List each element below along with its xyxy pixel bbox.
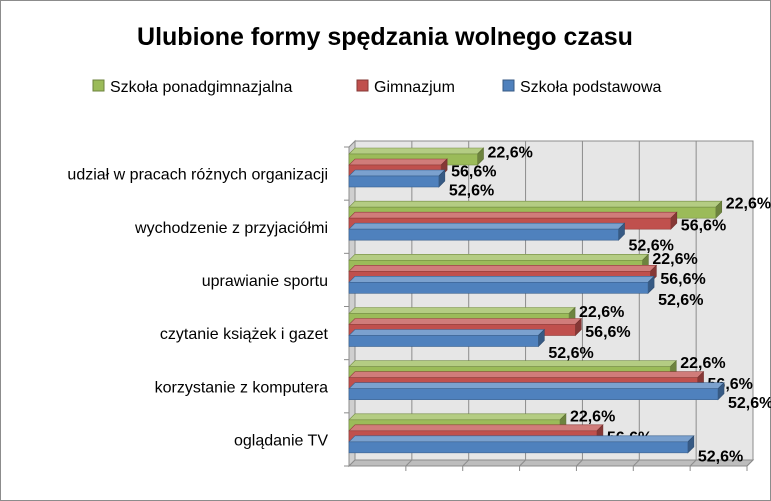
bar-top bbox=[348, 158, 448, 166]
gridline-floor bbox=[462, 459, 470, 467]
data-label: 56,6% bbox=[451, 164, 496, 181]
data-label: 56,6% bbox=[660, 271, 705, 288]
bar-top bbox=[348, 371, 705, 378]
plot-area: udział w pracach różnych organizacji 22,6… bbox=[67, 139, 771, 471]
bar-top bbox=[348, 318, 583, 325]
legend-label: Szkoła podstawowa bbox=[520, 79, 662, 96]
bar bbox=[348, 282, 649, 294]
bar-top bbox=[348, 307, 576, 314]
gridline-floor bbox=[405, 459, 413, 467]
chart-title: Ulubione formy spędzania wolnego czasu bbox=[137, 23, 633, 51]
category-label: czytanie książek i gazet bbox=[160, 326, 329, 343]
gridline-floor bbox=[519, 459, 526, 467]
legend: Szkoła ponadgimnazjalna Gimnazjum Szkoła p… bbox=[92, 79, 662, 96]
bar-top bbox=[348, 276, 655, 283]
bar-top bbox=[348, 222, 626, 230]
bar bbox=[348, 228, 619, 241]
category-label: oglądanie TV bbox=[234, 432, 328, 449]
category-label: udział w pracach różnych organizacji bbox=[67, 167, 328, 184]
bar-top bbox=[348, 254, 650, 261]
data-label: 22,6% bbox=[579, 304, 624, 321]
gridline-floor bbox=[689, 459, 697, 467]
data-label: 52,6% bbox=[449, 183, 494, 200]
legend-label: Gimnazjum bbox=[374, 79, 455, 96]
legend-label: Szkoła ponadgimnazjalna bbox=[110, 79, 292, 96]
bar bbox=[348, 175, 440, 188]
gridline-floor bbox=[576, 459, 583, 467]
data-label: 52,6% bbox=[728, 395, 771, 412]
category-label: uprawianie sportu bbox=[202, 273, 328, 290]
bar-top bbox=[348, 329, 546, 336]
data-label: 56,6% bbox=[681, 218, 726, 235]
bar-top bbox=[348, 200, 723, 208]
gridline-floor bbox=[746, 459, 754, 467]
bar-top bbox=[348, 360, 677, 367]
data-label: 52,6% bbox=[629, 238, 674, 255]
data-label: 52,6% bbox=[658, 292, 703, 309]
data-label: 22,6% bbox=[570, 408, 615, 425]
category-label: wychodzenie z przyjaciółmi bbox=[134, 220, 328, 237]
bar-top bbox=[348, 169, 446, 177]
legend-swatch bbox=[92, 79, 105, 92]
data-label: 22,6% bbox=[652, 251, 697, 268]
category-label: korzystanie z komputera bbox=[155, 379, 329, 396]
bar-top bbox=[348, 147, 485, 155]
data-label: 52,6% bbox=[698, 448, 743, 465]
data-label: 22,6% bbox=[680, 355, 725, 372]
bar bbox=[348, 441, 689, 454]
bar bbox=[348, 335, 539, 347]
bar-top bbox=[348, 211, 678, 219]
data-label: 22,6% bbox=[726, 196, 771, 213]
data-label: 52,6% bbox=[548, 345, 593, 362]
legend-swatch bbox=[502, 79, 515, 92]
bar-top bbox=[348, 413, 567, 421]
gridline-floor bbox=[632, 459, 640, 467]
bar-top bbox=[348, 265, 658, 272]
legend-swatch bbox=[356, 79, 369, 92]
floor bbox=[347, 459, 755, 467]
bar-top bbox=[348, 382, 725, 389]
bar-top bbox=[348, 435, 695, 443]
bar bbox=[348, 388, 719, 400]
data-label: 22,6% bbox=[487, 145, 532, 162]
data-label: 56,6% bbox=[585, 324, 630, 341]
bar-top bbox=[348, 424, 604, 432]
